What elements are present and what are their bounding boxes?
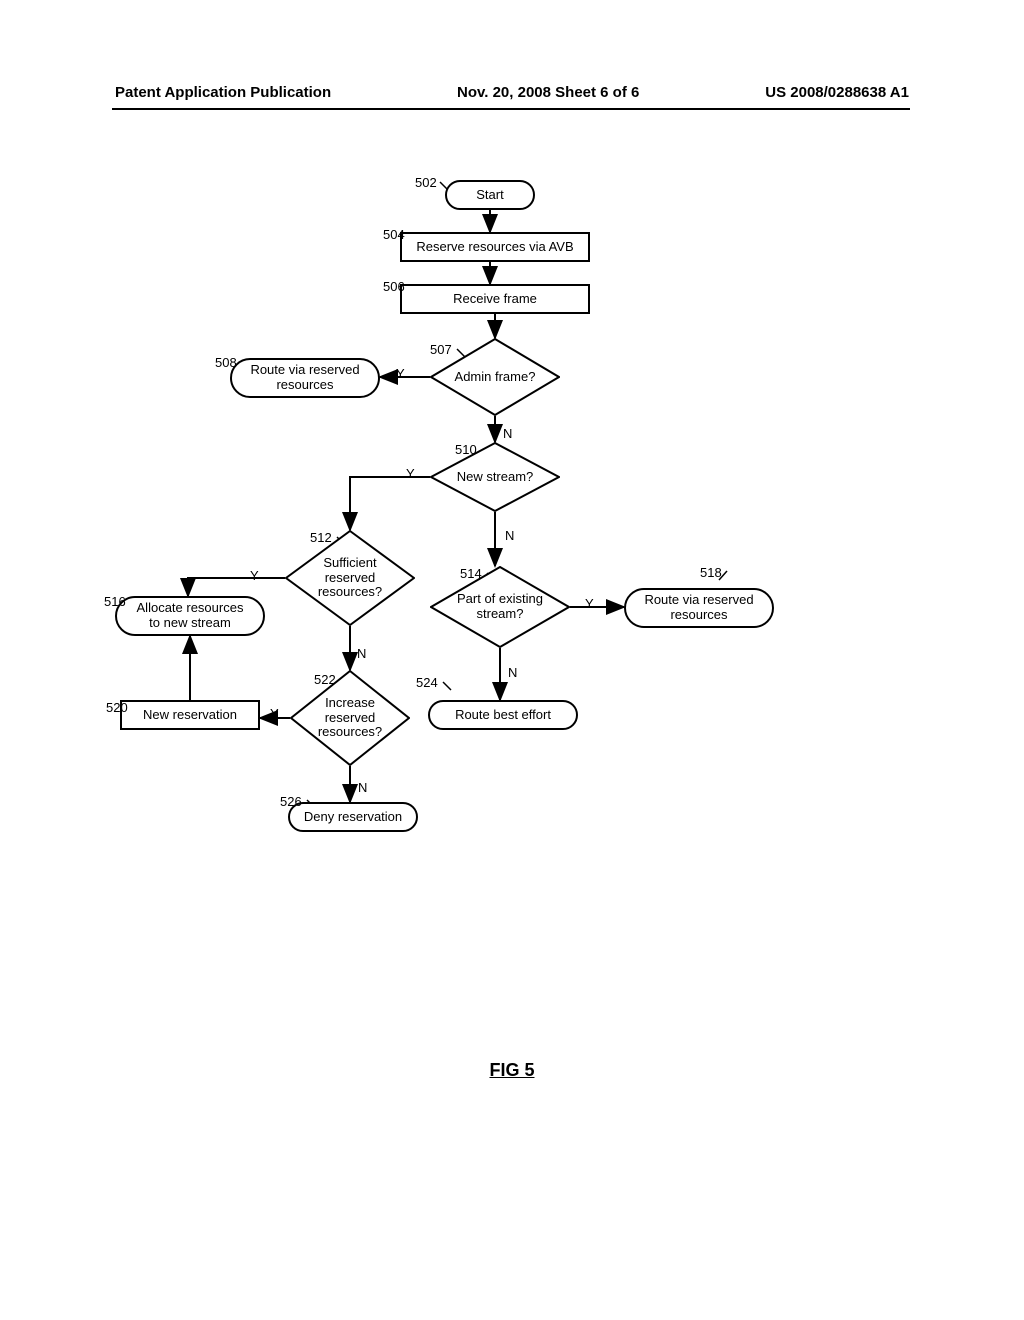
node-512-decision: Sufficientreservedresources? [285, 530, 415, 626]
edge-label-n510-n514: N [505, 528, 514, 543]
flowchart-diagram: Start 502 Reserve resources via AVB504 Rece… [0, 160, 1024, 1060]
node-518-terminator: Route via reservedresources [624, 588, 774, 628]
ref-502: 502 [415, 175, 437, 190]
edge-label-n522-n520: Y [270, 706, 279, 721]
node-516-terminator: Allocate resourcesto new stream [115, 596, 265, 636]
edge-label-n514-n518: Y [585, 596, 594, 611]
header-center: Nov. 20, 2008 Sheet 6 of 6 [457, 84, 639, 101]
figure-caption: FIG 5 [0, 1060, 1024, 1081]
ref-510: 510 [455, 442, 477, 457]
edge-label-n512-n522: N [357, 646, 366, 661]
edge-label-n514-n524: N [508, 665, 517, 680]
node-506-process: Receive frame [400, 284, 590, 314]
edge-n510-n512 [350, 477, 430, 530]
node-502-terminator: Start [445, 180, 535, 210]
edge-label-n522-n526: N [358, 780, 367, 795]
node-522-decision: Increasereservedresources? [290, 670, 410, 766]
header-left: Patent Application Publication [115, 84, 331, 101]
node-526-terminator: Deny reservation [288, 802, 418, 832]
node-510-decision: New stream? [430, 442, 560, 512]
edge-label-n512-n516: Y [250, 568, 259, 583]
edge-label-n507-n508: Y [396, 366, 405, 381]
header-rule [112, 108, 910, 110]
node-524-terminator: Route best effort [428, 700, 578, 730]
ref-512: 512 [310, 530, 332, 545]
ref-520: 520 [106, 700, 128, 715]
edge-label-n510-n512: Y [406, 466, 415, 481]
ref-514: 514 [460, 566, 482, 581]
ref-524: 524 [416, 675, 438, 690]
ref-504: 504 [383, 227, 405, 242]
node-508-terminator: Route via reservedresources [230, 358, 380, 398]
ref-516: 516 [104, 594, 126, 609]
ref-518: 518 [700, 565, 722, 580]
header-right: US 2008/0288638 A1 [765, 84, 909, 101]
edge-n512-n516 [188, 578, 285, 596]
node-504-process: Reserve resources via AVB [400, 232, 590, 262]
ref-506: 506 [383, 279, 405, 294]
ref-526: 526 [280, 794, 302, 809]
page-header: Patent Application Publication Nov. 20, … [0, 84, 1024, 101]
edge-label-n507-n510: N [503, 426, 512, 441]
ref-522: 522 [314, 672, 336, 687]
node-520-process: New reservation [120, 700, 260, 730]
node-514-decision: Part of existingstream? [430, 566, 570, 648]
ref-507: 507 [430, 342, 452, 357]
ref-508: 508 [215, 355, 237, 370]
